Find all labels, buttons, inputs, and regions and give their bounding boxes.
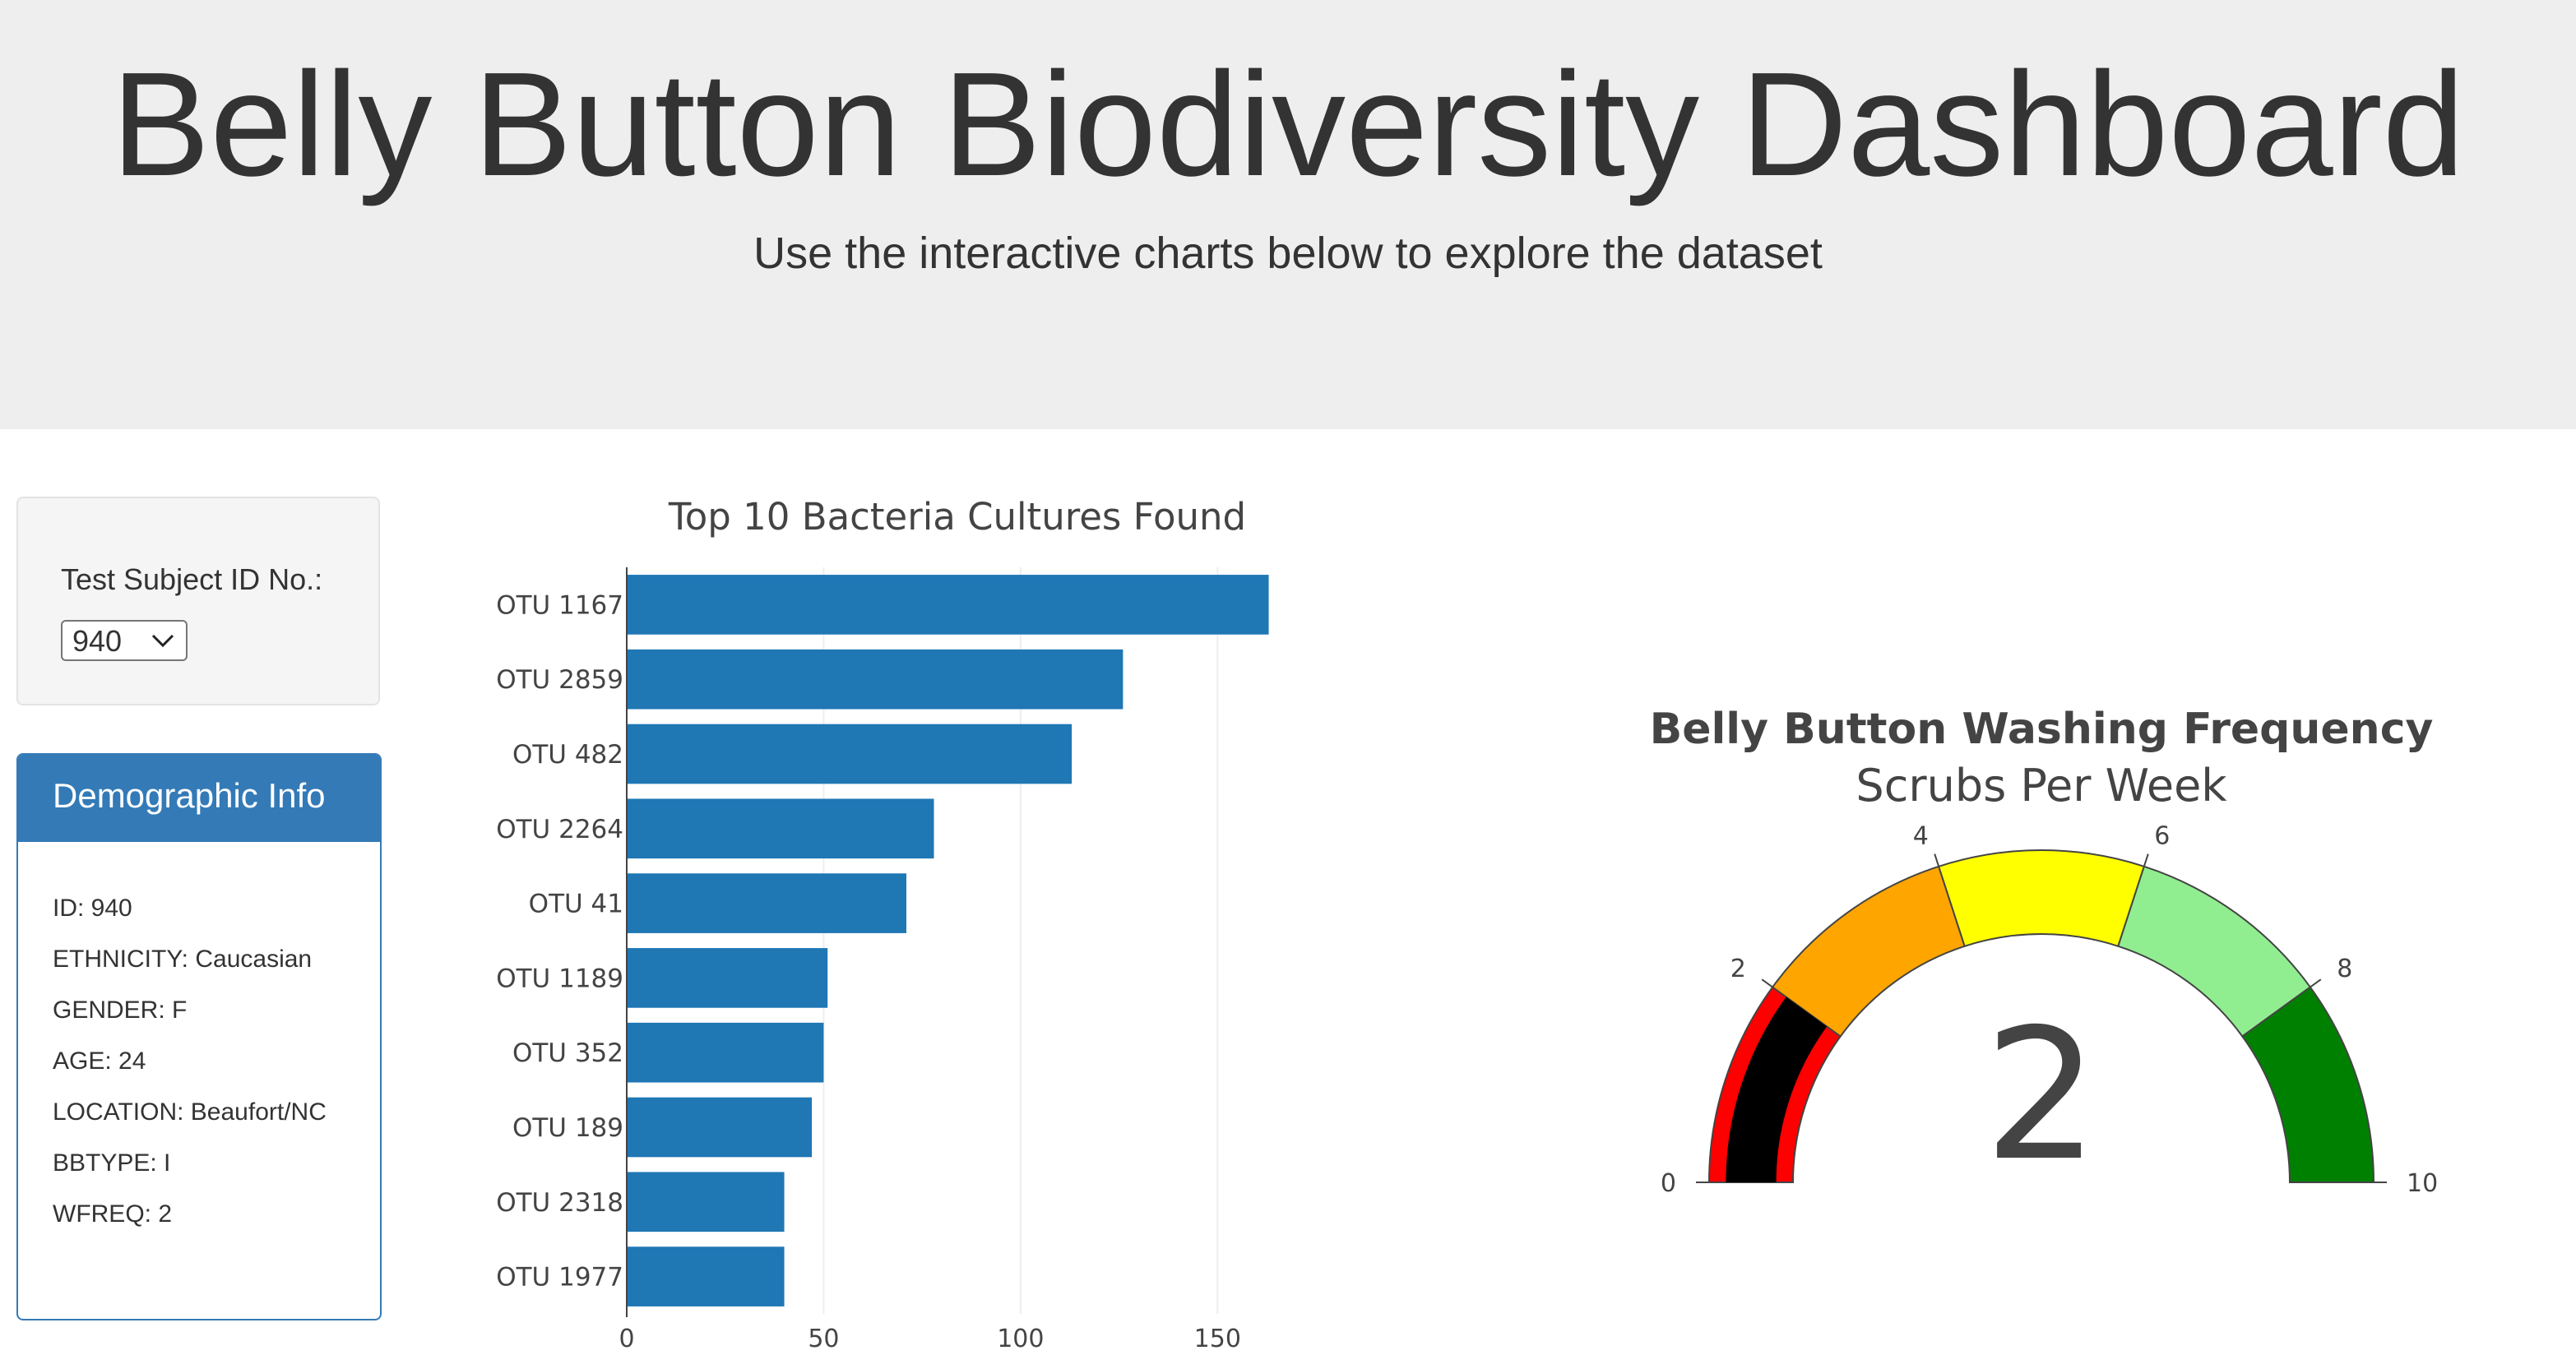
x-tick-label: 0 xyxy=(619,1325,634,1353)
x-tick-label: 50 xyxy=(808,1325,839,1353)
x-tick-label: 150 xyxy=(1194,1325,1241,1353)
gauge-tick-label: 10 xyxy=(2407,1169,2438,1198)
gauge-title: Belly Button Washing Frequency xyxy=(1650,705,2434,754)
demographic-row-wfreq: WFREQ: 2 xyxy=(53,1200,173,1228)
y-tick-label: OTU 189 xyxy=(512,1113,623,1143)
gauge-subtitle: Scrubs Per Week xyxy=(1856,760,2227,812)
demographic-row-bbtype: BBTYPE: I xyxy=(53,1149,171,1177)
bar xyxy=(627,649,1124,710)
demographic-row-gender: GENDER: F xyxy=(53,997,188,1024)
page-title: Belly Button Biodiversity Dashboard xyxy=(111,42,2465,207)
y-tick-label: OTU 2859 xyxy=(496,665,623,695)
gauge-tick-label: 0 xyxy=(1661,1169,1676,1198)
bar xyxy=(627,1022,824,1083)
demographic-heading-text: Demographic Info xyxy=(53,776,326,815)
gauge-tick xyxy=(2143,853,2149,867)
bar xyxy=(627,1246,785,1306)
bar xyxy=(627,575,1269,635)
demographic-panel-heading: Demographic Info xyxy=(18,755,380,842)
y-tick-label: OTU 352 xyxy=(512,1038,623,1068)
gauge-value: 2 xyxy=(1984,990,2099,1200)
gauge-tick-label: 6 xyxy=(2154,822,2170,851)
gauge-tick xyxy=(1934,853,1940,867)
gauge-step xyxy=(1937,849,2146,948)
bar xyxy=(627,798,934,859)
selector-label: Test Subject ID No.: xyxy=(61,562,323,596)
gauge-tick-label: 4 xyxy=(1913,822,1929,851)
bar xyxy=(627,948,828,1008)
bar-chart-title: Top 10 Bacteria Cultures Found xyxy=(668,495,1246,539)
page-subtitle: Use the interactive charts below to expl… xyxy=(753,229,1823,278)
y-tick-label: OTU 1189 xyxy=(496,964,623,993)
demographic-row-age: AGE: 24 xyxy=(53,1047,146,1075)
gauge-value-bar xyxy=(1726,997,1828,1182)
gauge-tick xyxy=(1761,978,1773,988)
demographic-panel: Demographic Info ID: 940 ETHNICITY: Cauc… xyxy=(16,753,382,1320)
y-tick-label: OTU 2318 xyxy=(496,1188,623,1218)
gauge-tick-label: 8 xyxy=(2337,955,2352,983)
bar xyxy=(627,873,906,933)
x-tick-label: 100 xyxy=(997,1325,1044,1353)
y-tick-label: OTU 482 xyxy=(512,740,623,770)
bar xyxy=(627,724,1073,784)
y-tick-label: OTU 1977 xyxy=(496,1263,623,1293)
demographic-row-ethnicity: ETHNICITY: Caucasian xyxy=(53,946,313,973)
subject-id-dropdown[interactable]: 940 xyxy=(61,620,188,661)
header-banner: Belly Button Biodiversity Dashboard Use … xyxy=(0,0,2576,429)
demographic-row-location: LOCATION: Beaufort/NC xyxy=(53,1098,327,1126)
subject-selector-panel: Test Subject ID No.: 940 xyxy=(16,497,380,705)
chevron-down-icon xyxy=(151,634,174,648)
y-tick-label: OTU 2264 xyxy=(496,815,623,844)
gauge-tick-label: 2 xyxy=(1730,955,1746,983)
demographic-info-list: ID: 940 ETHNICITY: Caucasian GENDER: F A… xyxy=(53,895,365,1251)
bar xyxy=(627,1172,785,1232)
selected-subject-id: 940 xyxy=(72,624,123,658)
y-tick-label: OTU 1167 xyxy=(496,590,623,620)
y-tick-label: OTU 41 xyxy=(529,890,623,919)
bar xyxy=(627,1097,813,1158)
gauge-tick xyxy=(2310,978,2322,988)
demographic-row-id: ID: 940 xyxy=(53,895,132,922)
